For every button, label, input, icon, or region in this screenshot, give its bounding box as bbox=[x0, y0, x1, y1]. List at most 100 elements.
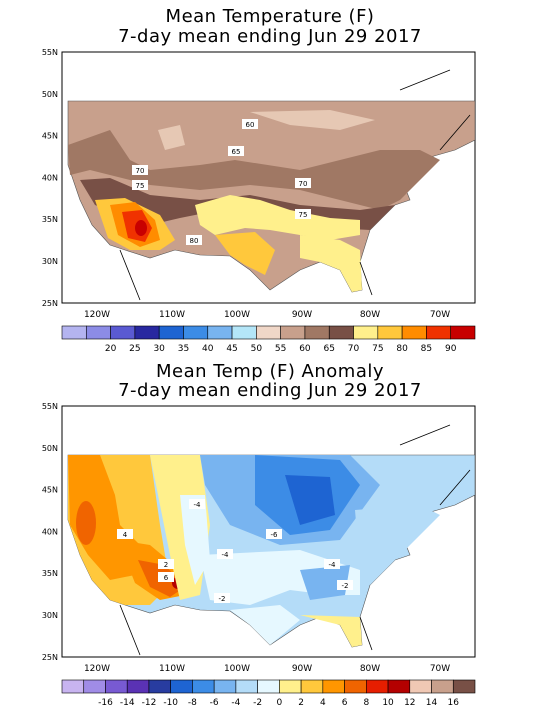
legend-label: 80 bbox=[396, 344, 408, 354]
contour-labels: 60 65 70 75 70 75 80 bbox=[132, 119, 311, 245]
latitude-label: 35N bbox=[42, 569, 58, 578]
legend-swatch bbox=[207, 325, 233, 340]
legend-swatch bbox=[366, 679, 389, 694]
legend-label: 10 bbox=[382, 698, 394, 708]
legend-label: 0 bbox=[277, 698, 283, 708]
legend-swatch bbox=[83, 679, 106, 694]
legend-label: 25 bbox=[129, 344, 140, 354]
legend-swatch bbox=[401, 325, 427, 340]
longitude-label: 110W bbox=[159, 310, 185, 320]
panel-title-line1: Mean Temperature (F) bbox=[165, 6, 375, 27]
legend-label: 40 bbox=[202, 344, 214, 354]
temperature-anomaly-panel: Mean Temp (F) Anomaly 7-day mean ending … bbox=[0, 355, 540, 709]
latitude-label: 40N bbox=[42, 527, 58, 536]
legend-label: 6 bbox=[342, 698, 348, 708]
longitude-label: 120W bbox=[84, 310, 110, 320]
legend-label: 14 bbox=[426, 698, 438, 708]
latitude-labels: 55N 50N 45N 40N 35N 30N 25N bbox=[42, 48, 58, 308]
longitude-label: 110W bbox=[159, 664, 185, 674]
contour-label: 4 bbox=[123, 531, 128, 539]
legend-swatch bbox=[257, 679, 280, 694]
contour-label: 80 bbox=[190, 237, 199, 245]
legend-swatch bbox=[409, 679, 432, 694]
contour-label: 70 bbox=[136, 167, 145, 175]
longitude-label: 90W bbox=[292, 664, 312, 674]
contour-label: -2 bbox=[219, 595, 226, 603]
contour-label: 75 bbox=[136, 182, 145, 190]
legend-label: -2 bbox=[253, 698, 262, 708]
legend-label: 45 bbox=[226, 344, 237, 354]
legend-swatch bbox=[235, 679, 258, 694]
contour-labels: -4 -6 -4 -2 -4 -2 4 2 6 bbox=[117, 499, 353, 603]
panel-title-line1: Mean Temp (F) Anomaly bbox=[155, 361, 385, 382]
longitude-label: 70W bbox=[430, 664, 450, 674]
latitude-labels: 55N 50N 45N 40N 35N 30N 25N bbox=[42, 402, 58, 662]
legend-label: 35 bbox=[178, 344, 189, 354]
legend-swatch bbox=[426, 325, 452, 340]
legend-label: -6 bbox=[210, 698, 219, 708]
panel-title-line2: 7-day mean ending Jun 29 2017 bbox=[118, 26, 422, 47]
latitude-label: 50N bbox=[42, 444, 58, 453]
longitude-labels: 120W 110W 100W 90W 80W 70W bbox=[84, 310, 450, 320]
temperature-map: 55N 50N 45N 40N 35N 30N 25N 120W 110W 100W 90W 80W… bbox=[42, 48, 476, 320]
legend-swatch bbox=[322, 679, 345, 694]
contour-label: -2 bbox=[342, 582, 349, 590]
panel-title-line2: 7-day mean ending Jun 29 2017 bbox=[118, 380, 422, 401]
longitude-label: 80W bbox=[360, 310, 380, 320]
anomaly-legend: -16 -14 -12 -10 -8 -6 -4 -2 0 2 4 6 8 10 12 14 16 bbox=[61, 679, 476, 708]
legend-swatch bbox=[85, 325, 111, 340]
longitude-label: 120W bbox=[84, 664, 110, 674]
contour-label: -6 bbox=[271, 531, 279, 539]
contour-label: -4 bbox=[194, 501, 202, 509]
contour-label: 60 bbox=[246, 121, 255, 129]
legend-swatch bbox=[344, 679, 367, 694]
legend-swatch bbox=[231, 325, 257, 340]
mean-temperature-panel: Mean Temperature (F) 7-day mean ending J… bbox=[42, 6, 476, 354]
legend-label: 85 bbox=[421, 344, 432, 354]
legend-label: 70 bbox=[348, 344, 360, 354]
temperature-legend: 20 25 30 35 40 45 50 55 60 65 70 75 80 85 90 bbox=[61, 325, 476, 354]
legend-label: 12 bbox=[404, 698, 415, 708]
longitude-label: 100W bbox=[224, 310, 250, 320]
longitude-label: 90W bbox=[292, 310, 312, 320]
legend-swatch bbox=[61, 679, 85, 694]
contour-label: 75 bbox=[299, 211, 308, 219]
latitude-label: 45N bbox=[42, 486, 58, 495]
legend-swatch bbox=[377, 325, 403, 340]
longitude-label: 80W bbox=[360, 664, 380, 674]
contour-label: 2 bbox=[164, 561, 168, 569]
legend-swatch bbox=[452, 679, 476, 694]
legend-swatch bbox=[126, 679, 150, 694]
latitude-label: 55N bbox=[42, 48, 58, 57]
legend-swatch bbox=[134, 325, 160, 340]
latitude-label: 45N bbox=[42, 132, 58, 141]
contour-label: 65 bbox=[232, 148, 241, 156]
anomaly-map: 55N 50N 45N 40N 35N 30N 25N 120W 110W 100W 90W 80W… bbox=[42, 402, 476, 674]
latitude-label: 55N bbox=[42, 402, 58, 411]
longitude-label: 70W bbox=[430, 310, 450, 320]
legend-label: 2 bbox=[298, 698, 304, 708]
longitude-label: 100W bbox=[224, 664, 250, 674]
legend-label: -10 bbox=[163, 698, 178, 708]
latitude-label: 25N bbox=[42, 299, 58, 308]
legend-label: 90 bbox=[445, 344, 457, 354]
legend-label: 4 bbox=[320, 698, 326, 708]
legend-label: 16 bbox=[448, 698, 460, 708]
legend-swatch bbox=[148, 679, 171, 694]
legend-label: -8 bbox=[188, 698, 197, 708]
legend-label: -4 bbox=[231, 698, 240, 708]
contour-label: 6 bbox=[164, 574, 169, 582]
legend-swatch bbox=[304, 325, 330, 340]
contour-label: -4 bbox=[222, 551, 230, 559]
legend-label: -14 bbox=[120, 698, 135, 708]
legend-label: 55 bbox=[275, 344, 286, 354]
legend-swatch bbox=[256, 325, 281, 340]
legend-swatch bbox=[61, 325, 87, 340]
latitude-label: 30N bbox=[42, 611, 58, 620]
latitude-label: 40N bbox=[42, 173, 58, 182]
latitude-label: 25N bbox=[42, 653, 58, 662]
legend-swatch bbox=[183, 325, 209, 340]
legend-label: 60 bbox=[299, 344, 311, 354]
legend-swatch bbox=[431, 679, 454, 694]
legend-swatch bbox=[353, 325, 379, 340]
